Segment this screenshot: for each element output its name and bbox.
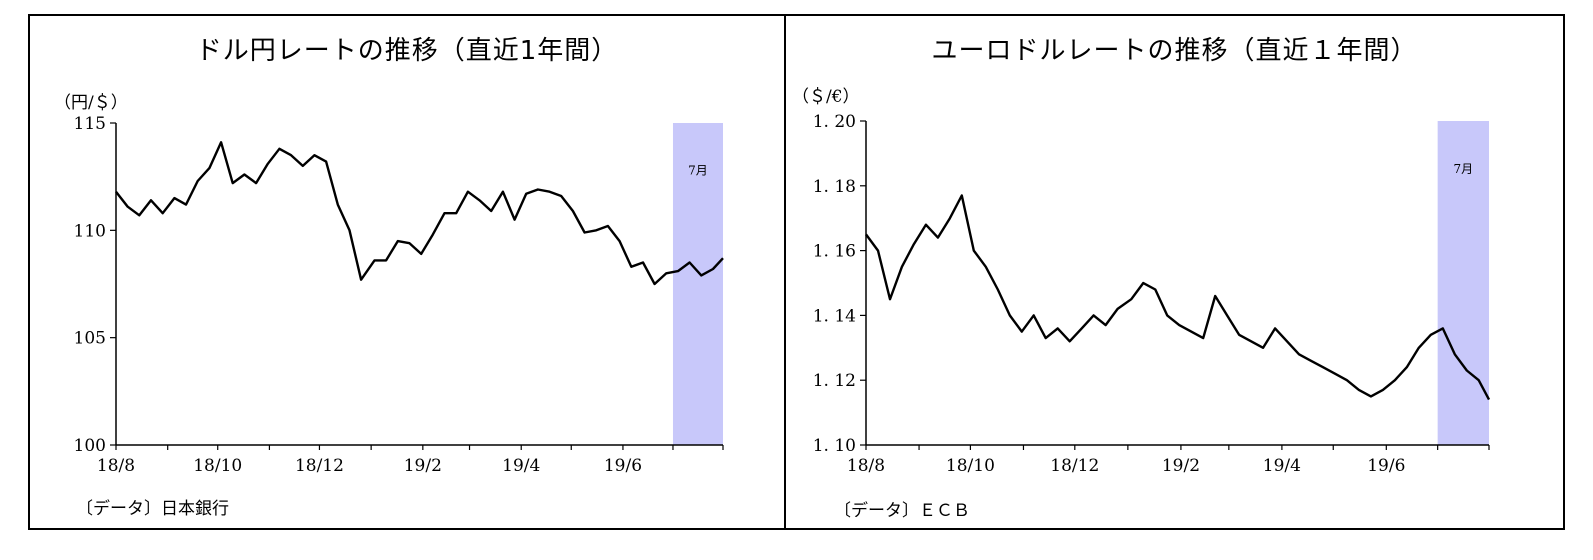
x-tick-label: 18/12 xyxy=(295,456,344,476)
x-tick-label: 19/4 xyxy=(502,456,540,476)
y-axis-unit: （円/＄） xyxy=(54,93,128,113)
chart-title: ドル円レートの推移（直近1年間） xyxy=(195,36,619,66)
chart-title: ユーロドルレートの推移（直近１年間） xyxy=(931,36,1418,66)
series-line xyxy=(865,194,1491,401)
y-axis-unit: （＄/€） xyxy=(792,87,860,107)
y-tick-label: 115 xyxy=(74,114,106,134)
series-line xyxy=(115,141,724,286)
x-tick-label: 18/12 xyxy=(1050,456,1099,476)
highlight-band xyxy=(1437,121,1489,445)
highlight-label: 7月 xyxy=(1454,162,1474,176)
x-tick-label: 19/2 xyxy=(1162,456,1200,476)
y-tick-label: 1. 14 xyxy=(813,306,856,326)
data-source: 〔データ〕ＥＣＢ xyxy=(834,501,970,521)
y-tick-label: 1. 10 xyxy=(813,436,856,456)
y-tick-label: 105 xyxy=(74,329,106,349)
x-tick-label: 18/10 xyxy=(193,456,242,476)
data-source: 〔データ〕日本銀行 xyxy=(76,499,229,519)
y-tick-label: 110 xyxy=(74,221,106,241)
highlight-band xyxy=(672,123,723,445)
y-tick-label: 1. 12 xyxy=(813,371,856,391)
y-tick-label: 1. 16 xyxy=(813,242,856,262)
y-tick-label: 1. 20 xyxy=(813,112,856,132)
x-tick-label: 19/6 xyxy=(604,456,642,476)
x-tick-label: 18/8 xyxy=(97,456,135,476)
y-tick-label: 1. 18 xyxy=(813,177,856,197)
x-tick-label: 18/8 xyxy=(847,456,885,476)
x-tick-label: 18/10 xyxy=(946,456,995,476)
highlight-label: 7月 xyxy=(688,164,708,178)
x-tick-label: 19/4 xyxy=(1263,456,1301,476)
eurusd-chart-panel: ユーロドルレートの推移（直近１年間） （＄/€） 〔データ〕ＥＣＢ 7月 1. 2… xyxy=(784,14,1565,530)
x-tick-label: 19/6 xyxy=(1367,456,1405,476)
y-tick-label: 100 xyxy=(74,436,106,456)
usdjpy-chart-panel: ドル円レートの推移（直近1年間） （円/＄） 〔データ〕日本銀行 7月 115 11… xyxy=(28,14,786,530)
x-tick-label: 19/2 xyxy=(404,456,442,476)
